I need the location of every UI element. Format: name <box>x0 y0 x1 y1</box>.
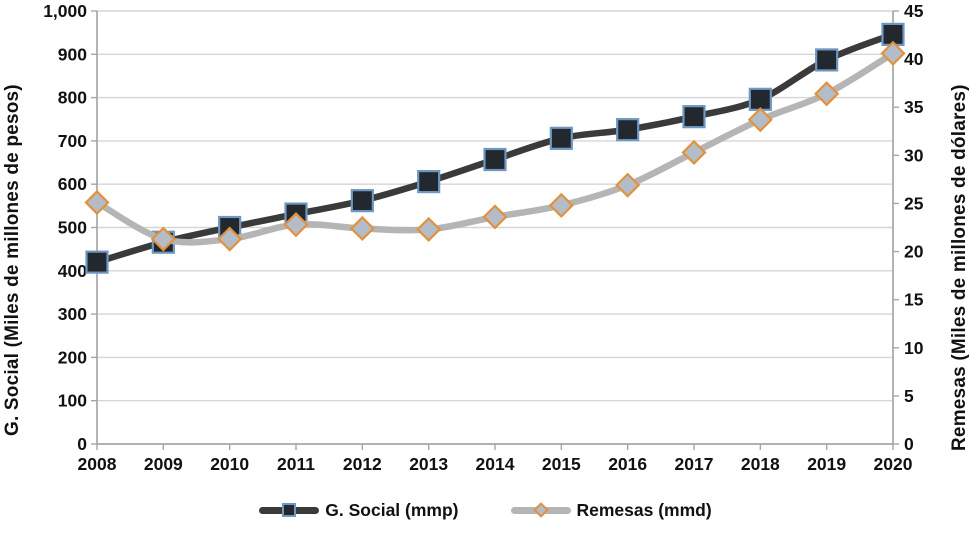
diamond-data-marker <box>84 189 110 216</box>
square-data-marker <box>748 87 772 111</box>
right-axis-tick-label: 30 <box>904 145 924 165</box>
diamond-data-marker <box>615 172 641 198</box>
x-axis-year-label: 2008 <box>78 454 117 474</box>
diamond-data-marker <box>416 216 442 243</box>
square-marker-icon <box>282 503 297 517</box>
square-data-marker <box>350 189 374 213</box>
left-axis-tick-label: 300 <box>58 304 87 324</box>
diamond-data-marker <box>217 226 243 252</box>
left-axis-tick-label: 900 <box>58 44 87 64</box>
diamond-data-marker <box>349 215 375 242</box>
square-data-marker <box>682 105 706 129</box>
left-axis-tick-label: 1,000 <box>43 1 87 21</box>
diamond-data-marker <box>283 212 309 238</box>
g-social-line-sample <box>259 503 320 517</box>
right-axis-title: Remesas (Miles de millones de dólares) <box>949 84 970 452</box>
right-axis-tick-label: 20 <box>904 242 924 262</box>
legend-item-g-social: G. Social (mmp) <box>259 499 459 521</box>
right-axis-tick-label: 25 <box>904 193 924 213</box>
right-axis-tick-label: 15 <box>904 290 924 310</box>
legend-label-g-social: G. Social (mmp) <box>325 499 459 520</box>
square-data-marker <box>417 170 441 194</box>
chart-legend: G. Social (mmp) Remesas (mmd) <box>0 494 971 526</box>
x-axis-year-label: 2010 <box>210 454 249 474</box>
x-axis-year-label: 2018 <box>741 454 780 474</box>
square-data-marker <box>483 147 507 172</box>
x-axis-year-label: 2012 <box>343 454 382 474</box>
x-axis-year-label: 2013 <box>409 454 448 474</box>
x-axis-year-label: 2009 <box>144 454 183 474</box>
square-data-marker <box>85 250 109 274</box>
x-axis-year-label: 2016 <box>608 454 647 474</box>
x-axis-year-label: 2017 <box>675 454 714 474</box>
x-axis-year-label: 2015 <box>542 454 581 474</box>
left-axis-tick-label: 0 <box>77 434 87 454</box>
x-axis-year-label: 2011 <box>277 454 315 474</box>
diamond-data-marker <box>880 40 906 66</box>
diamond-data-marker <box>482 204 508 230</box>
diamond-data-marker <box>747 107 773 133</box>
square-data-marker <box>616 118 640 142</box>
diamond-data-marker <box>150 226 176 252</box>
left-axis-tick-label: 700 <box>58 131 87 151</box>
right-axis-tick-label: 10 <box>904 338 924 358</box>
x-axis-year-label: 2020 <box>874 454 913 474</box>
remesas-line-sample <box>510 502 571 518</box>
legend-item-remesas: Remesas (mmd) <box>510 499 712 521</box>
left-axis-tick-label: 800 <box>58 88 87 108</box>
left-axis-tick-label: 200 <box>58 347 87 367</box>
square-data-marker <box>815 48 839 72</box>
x-axis-year-label: 2019 <box>807 454 846 474</box>
diamond-data-marker <box>548 192 574 218</box>
left-axis-tick-label: 100 <box>58 391 87 411</box>
diamond-data-marker <box>814 81 840 107</box>
square-data-marker <box>549 126 573 150</box>
legend-label-remesas: Remesas (mmd) <box>576 499 712 520</box>
left-axis-tick-label: 400 <box>58 261 87 281</box>
x-axis-year-label: 2014 <box>476 454 515 474</box>
left-axis-title: G. Social (Miles de millones de pesos) <box>2 84 23 436</box>
right-axis-tick-label: 0 <box>904 434 914 454</box>
left-axis-tick-label: 500 <box>58 218 87 238</box>
left-axis-tick-label: 600 <box>58 174 87 194</box>
right-axis-tick-label: 35 <box>904 97 924 117</box>
diamond-data-marker <box>681 139 707 166</box>
right-axis-tick-label: 45 <box>904 1 924 21</box>
right-axis-tick-label: 5 <box>904 386 914 406</box>
right-axis-tick-label: 40 <box>904 49 924 69</box>
diamond-marker-icon <box>532 502 549 518</box>
